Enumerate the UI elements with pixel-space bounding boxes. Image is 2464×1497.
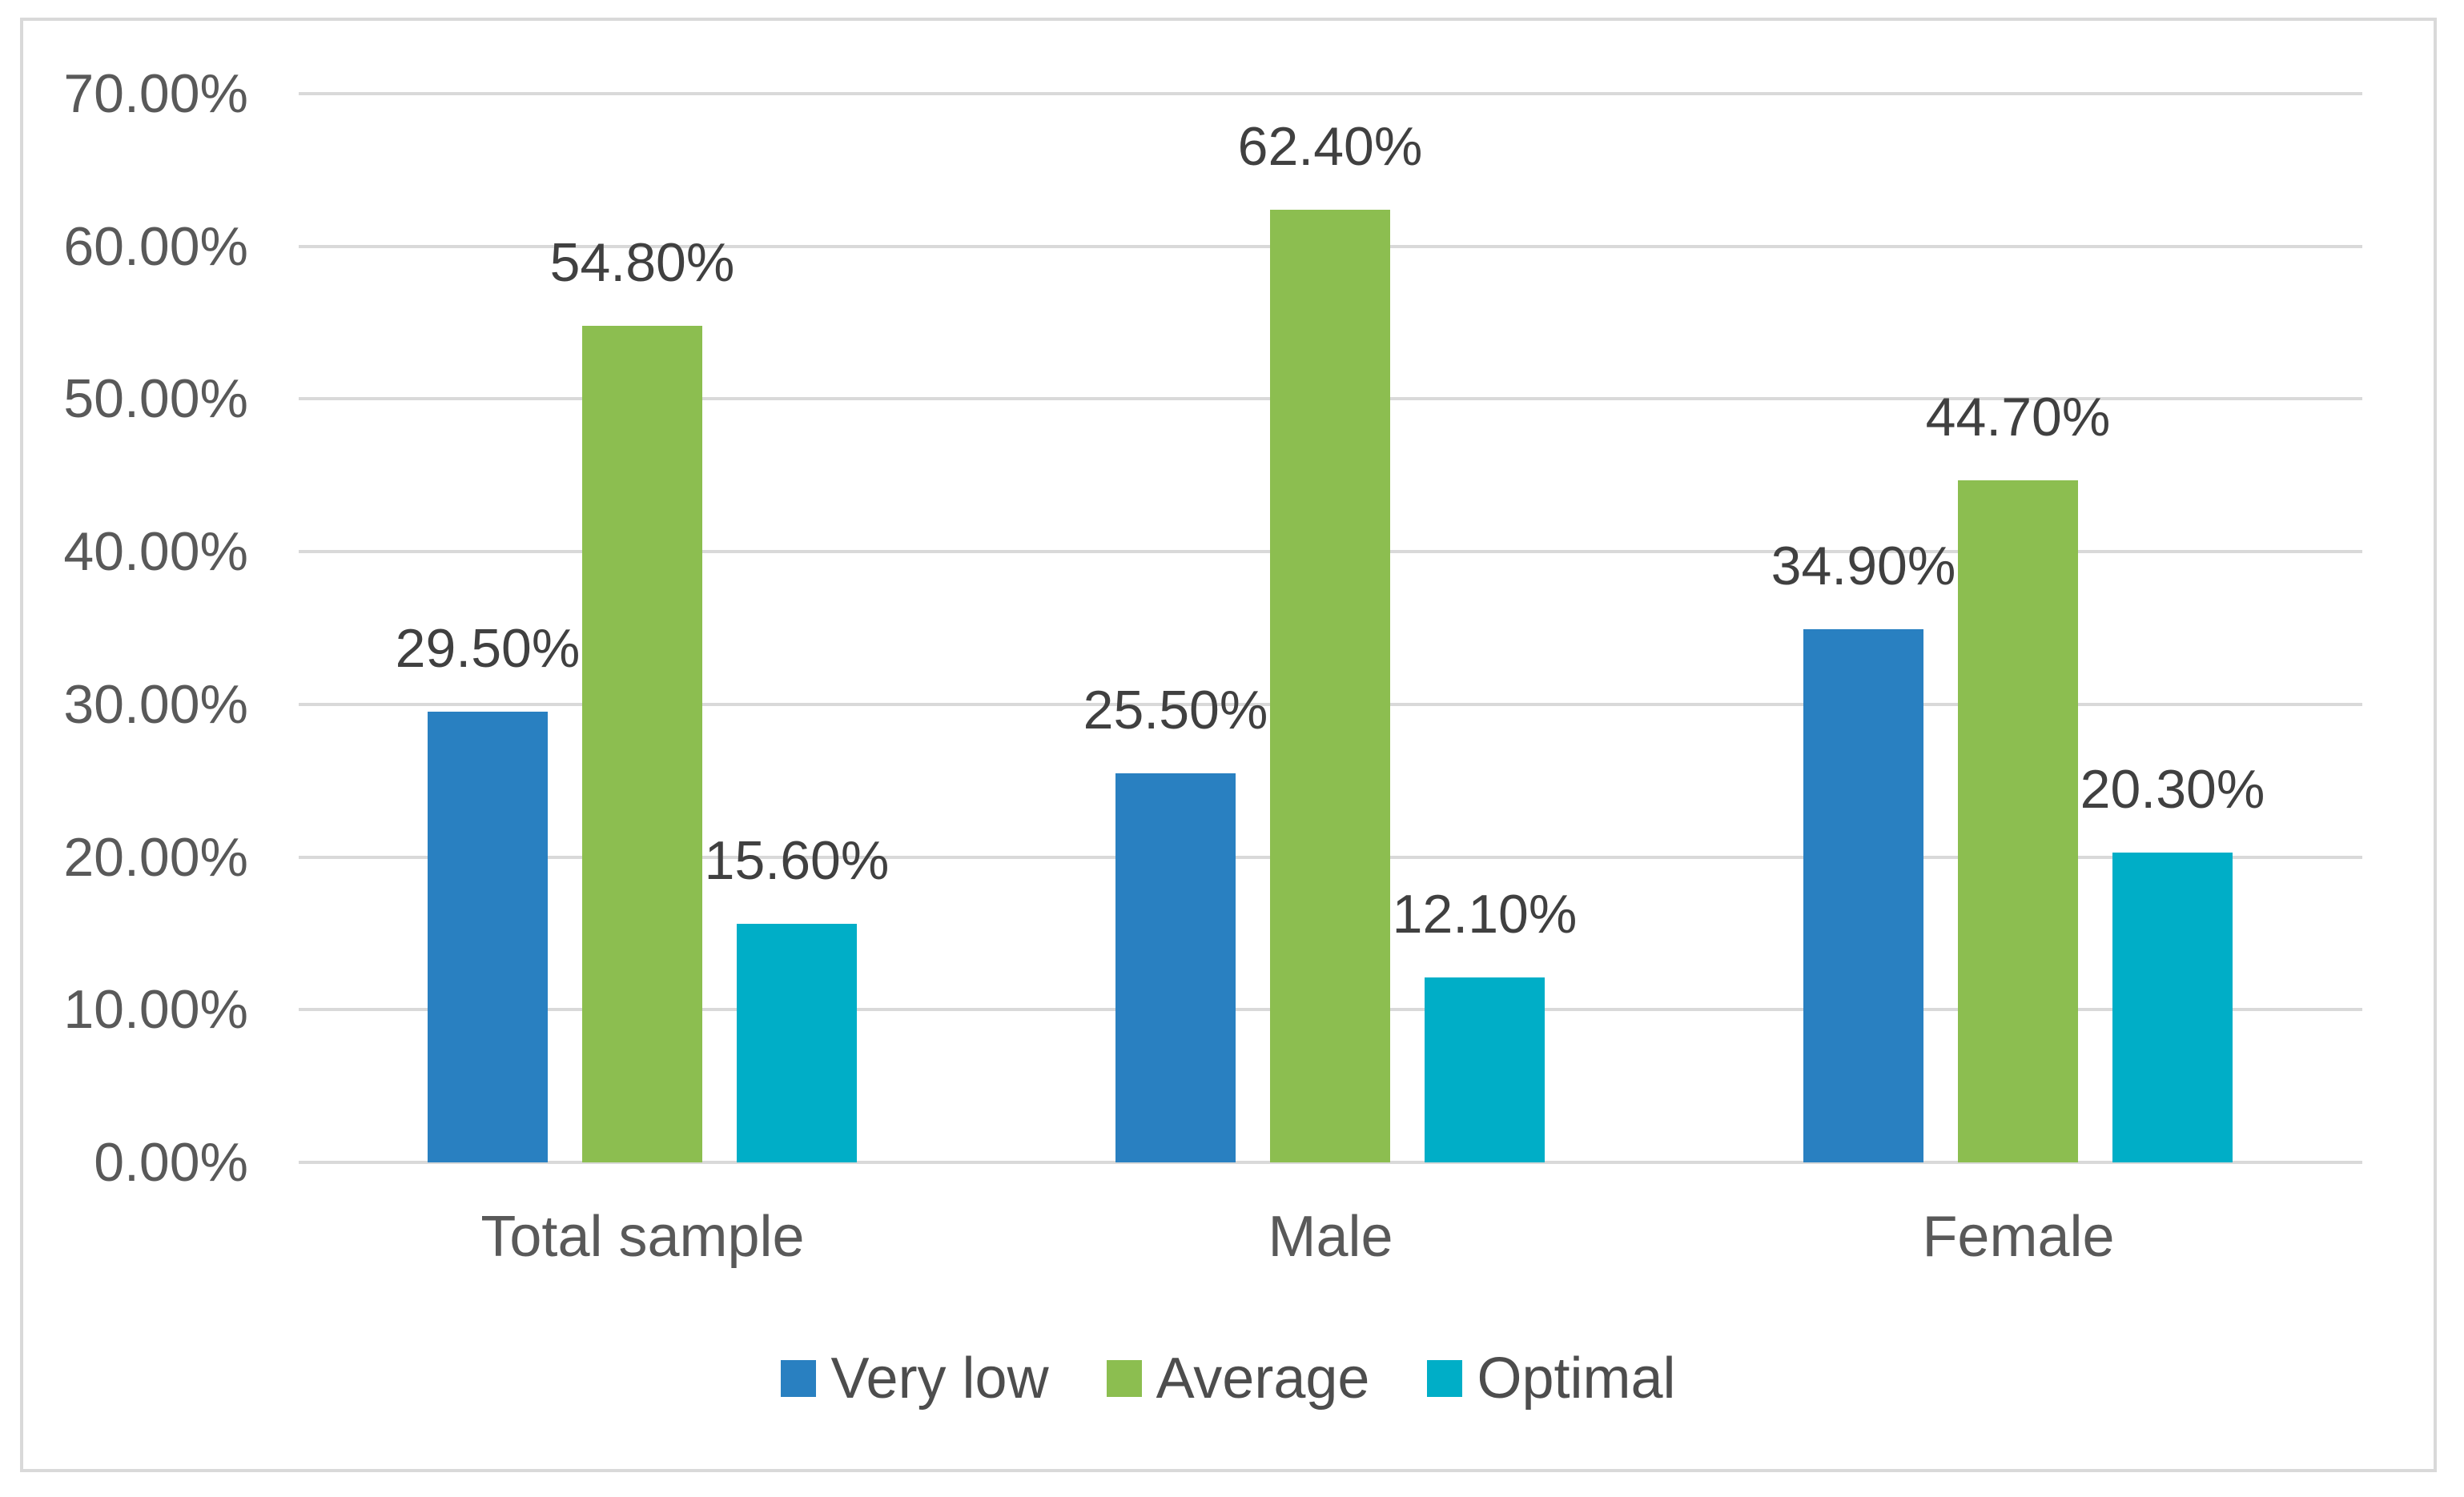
chart-legend: Very low Average Optimal — [20, 1346, 2437, 1411]
gridline-70 — [299, 92, 2362, 95]
y-tick-label: 30.00% — [63, 673, 248, 735]
bar-very-low-total-sample — [428, 712, 548, 1162]
plot-area: 29.50% 54.80% 15.60% 25.50% 62.40% 12.10% 34.9… — [299, 92, 2362, 1164]
bar-average-total-sample — [582, 326, 702, 1162]
data-label: 20.30% — [2080, 759, 2265, 820]
bar-average-female — [1958, 480, 2078, 1162]
bar-optimal-male — [1425, 977, 1545, 1162]
gridline-0 — [299, 1161, 2362, 1164]
data-label: 54.80% — [549, 232, 735, 293]
legend-item-very-low: Very low — [781, 1346, 1049, 1411]
y-tick-label: 10.00% — [63, 979, 248, 1041]
bar-optimal-total-sample — [737, 924, 857, 1162]
bar-very-low-male — [1115, 773, 1236, 1162]
y-tick-label: 20.00% — [63, 826, 248, 888]
data-label: 44.70% — [1925, 387, 2111, 447]
data-label: 15.60% — [704, 830, 890, 891]
legend-item-optimal: Optimal — [1427, 1346, 1676, 1411]
category-label-female: Female — [1922, 1205, 2115, 1269]
y-tick-label: 70.00% — [63, 63, 248, 124]
category-label-total-sample: Total sample — [480, 1205, 805, 1269]
bar-very-low-female — [1803, 629, 1923, 1162]
legend-item-average: Average — [1106, 1346, 1370, 1411]
legend-label: Average — [1156, 1346, 1370, 1411]
data-label: 62.40% — [1237, 116, 1423, 177]
y-tick-label: 50.00% — [63, 368, 248, 430]
legend-swatch-icon — [781, 1360, 817, 1397]
data-label: 29.50% — [395, 618, 581, 679]
legend-label: Very low — [830, 1346, 1049, 1411]
y-tick-label: 60.00% — [63, 215, 248, 277]
bar-average-male — [1270, 210, 1390, 1162]
legend-swatch-icon — [1106, 1360, 1142, 1397]
data-label: 34.90% — [1771, 536, 1956, 596]
y-tick-label: 0.00% — [94, 1132, 248, 1193]
data-label: 25.50% — [1083, 680, 1268, 740]
category-label-male: Male — [1268, 1205, 1393, 1269]
data-label: 12.10% — [1392, 884, 1578, 945]
y-tick-label: 40.00% — [63, 521, 248, 583]
legend-label: Optimal — [1477, 1346, 1676, 1411]
legend-swatch-icon — [1427, 1360, 1463, 1397]
bar-optimal-female — [2112, 853, 2233, 1162]
